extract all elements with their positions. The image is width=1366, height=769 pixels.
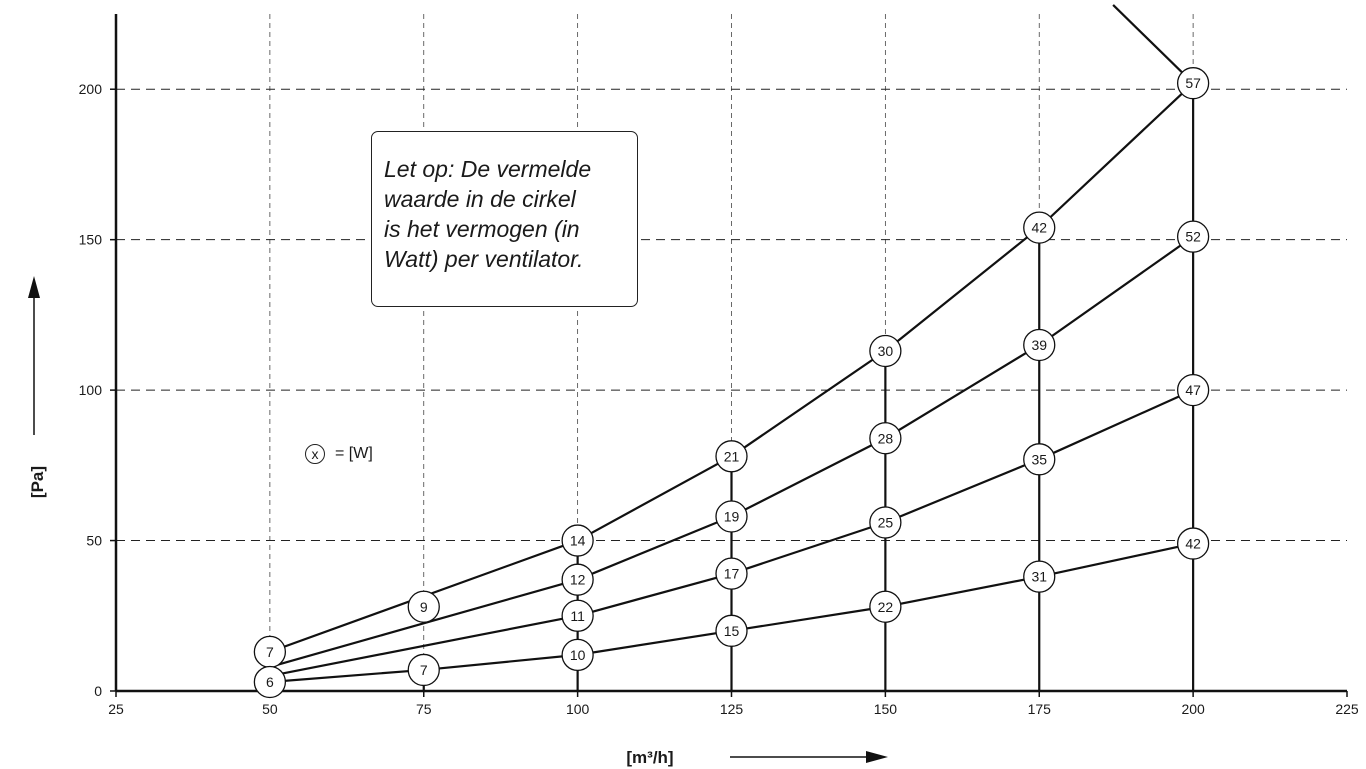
series-line-3 [269,389,1194,678]
limit-line [1112,4,1194,84]
marker-s4-75-circle [407,653,440,687]
marker-s3-200-circle [1176,373,1210,407]
x-tick-label-100: 100 [566,701,590,717]
marker-s2-150-label: 28 [878,430,894,446]
marker-s2-125-circle [715,500,748,533]
marker-s4-100-circle [561,638,594,672]
marker-s3-125-circle [715,557,748,590]
x-tick-label-75: 75 [416,701,432,717]
marker-s3-100-label: 11 [570,608,585,624]
y-axis-title: [Pa] [28,466,47,498]
annotation-line-1: Let op: De vermelde [384,156,592,182]
y-tick-label-0: 0 [94,683,102,699]
marker-s1-175-circle [1023,211,1056,244]
x-tick-label-125: 125 [720,701,744,717]
legend-circle-icon: x [305,444,325,464]
marker-s1-50-label: 7 [266,644,274,660]
marker-s2-100-label: 12 [570,572,586,588]
marker-s4-175-label: 31 [1031,569,1047,585]
x-tick-label-50: 50 [262,701,278,717]
x-axis-arrowhead [866,751,888,763]
marker-s4-50-circle [253,665,287,699]
marker-s1-100-label: 14 [570,533,586,549]
series-line-2 [269,235,1194,668]
marker-s3-175-label: 35 [1031,451,1047,467]
marker-s4-75-label: 7 [420,662,428,678]
marker-s4-150-circle [869,590,902,623]
legend-text: = [W] [335,445,373,462]
marker-s4-100-label: 10 [570,647,586,663]
marker-s3-200-label: 47 [1185,382,1201,398]
marker-s4-125-circle [715,614,748,647]
marker-s1-150-label: 30 [878,343,894,359]
marker-s3-175-circle [1023,443,1056,476]
annotation-line-2: waarde in de cirkel [384,186,576,212]
marker-s3-150-circle [869,506,902,539]
marker-s1-200-label: 57 [1185,75,1201,91]
x-tick-label-25: 25 [108,701,124,717]
y-tick-label-150: 150 [79,232,103,248]
marker-extra-1-circle [407,590,440,623]
annotation-line-4: Watt) per ventilator. [384,246,584,272]
marker-s2-100-circle [561,563,594,596]
x-axis-title: [m³/h] [626,748,673,767]
x-tick-label-150: 150 [874,701,898,717]
marker-s3-150-label: 25 [878,515,894,531]
x-tick-label-175: 175 [1028,701,1052,717]
marker-s3-100-circle [561,599,594,632]
x-tick-label-225: 225 [1335,701,1359,717]
marker-s3-125-label: 17 [724,566,740,582]
marker-s4-200-circle [1176,527,1210,560]
marker-s2-175-label: 39 [1031,337,1047,353]
marker-s4-175-circle [1023,560,1056,593]
legend: x = [W] [305,444,373,464]
marker-s2-200-circle [1176,220,1210,253]
y-tick-label-200: 200 [79,81,103,97]
y-axis-arrowhead [28,276,40,298]
annotation-line-3: is het vermogen (in [384,216,580,242]
y-tick-labels: 0 50 100 150 200 [79,81,116,699]
y-tick-label-100: 100 [79,382,103,398]
marker-s1-125-circle [715,440,748,473]
x-tick-label-200: 200 [1181,701,1205,717]
marker-s1-125-label: 21 [724,448,740,464]
marker-s2-150-circle [869,422,902,455]
marker-s1-175-label: 42 [1031,220,1047,236]
x-tick-labels: 25 50 75 100 125 150 175 200 225 [108,691,1359,717]
marker-s4-200-label: 42 [1185,536,1201,552]
y-tick-label-50: 50 [86,533,102,549]
annotation-box: Let op: De vermelde waarde in de cirkel … [371,131,638,307]
marker-s2-175-circle [1023,328,1056,362]
marker-s1-100-circle [561,524,594,557]
power-markers: 7 14 21 30 42 57 12 19 28 39 52 11 17 25 35 47 6 7 10 15 22 3… [253,67,1210,699]
series-line-1 [269,82,1194,653]
marker-extra-1-label: 9 [420,599,428,615]
marker-s4-50-label: 6 [266,674,274,690]
marker-s2-200-label: 52 [1185,229,1201,245]
marker-s4-150-label: 22 [878,599,894,615]
marker-s4-125-label: 15 [724,623,740,639]
marker-s1-200-circle [1176,67,1210,100]
marker-s1-150-circle [869,334,902,368]
marker-s2-125-label: 19 [724,508,740,524]
